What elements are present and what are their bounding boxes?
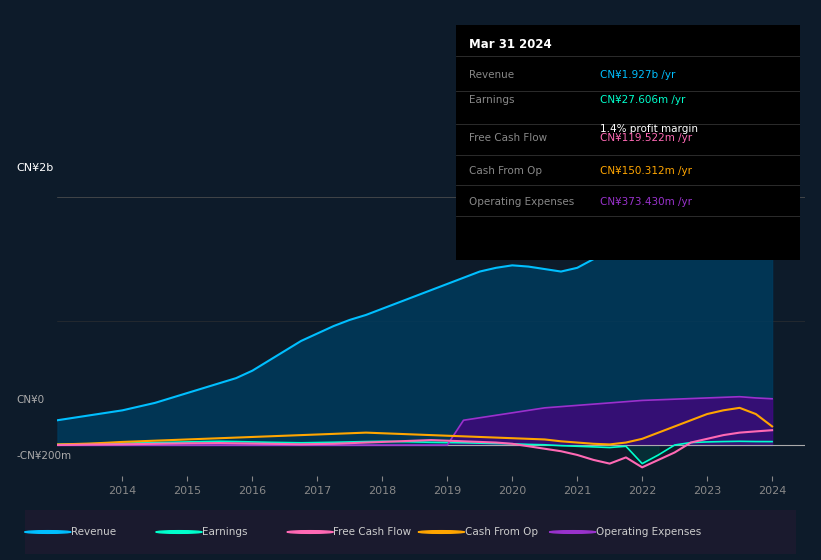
- Text: Mar 31 2024: Mar 31 2024: [470, 38, 553, 50]
- Circle shape: [25, 531, 71, 533]
- Text: CN¥27.606m /yr: CN¥27.606m /yr: [600, 95, 686, 105]
- Text: CN¥373.430m /yr: CN¥373.430m /yr: [600, 197, 692, 207]
- Text: Earnings: Earnings: [470, 95, 515, 105]
- Text: Cash From Op: Cash From Op: [470, 166, 543, 176]
- Circle shape: [549, 531, 596, 533]
- Text: CN¥119.522m /yr: CN¥119.522m /yr: [600, 133, 693, 143]
- Text: CN¥0: CN¥0: [16, 395, 44, 405]
- Text: Revenue: Revenue: [71, 527, 116, 537]
- Text: -CN¥200m: -CN¥200m: [16, 451, 71, 461]
- Circle shape: [418, 531, 465, 533]
- Text: Free Cash Flow: Free Cash Flow: [470, 133, 548, 143]
- Text: Operating Expenses: Operating Expenses: [596, 527, 701, 537]
- Text: Free Cash Flow: Free Cash Flow: [333, 527, 411, 537]
- Text: Cash From Op: Cash From Op: [465, 527, 538, 537]
- Text: CN¥150.312m /yr: CN¥150.312m /yr: [600, 166, 692, 176]
- Text: CN¥2b: CN¥2b: [16, 163, 53, 173]
- Text: Revenue: Revenue: [470, 69, 515, 80]
- Circle shape: [287, 531, 333, 533]
- Text: 1.4% profit margin: 1.4% profit margin: [600, 124, 699, 134]
- Text: CN¥1.927b /yr: CN¥1.927b /yr: [600, 69, 676, 80]
- Text: Earnings: Earnings: [202, 527, 248, 537]
- Text: Operating Expenses: Operating Expenses: [470, 197, 575, 207]
- Circle shape: [156, 531, 202, 533]
